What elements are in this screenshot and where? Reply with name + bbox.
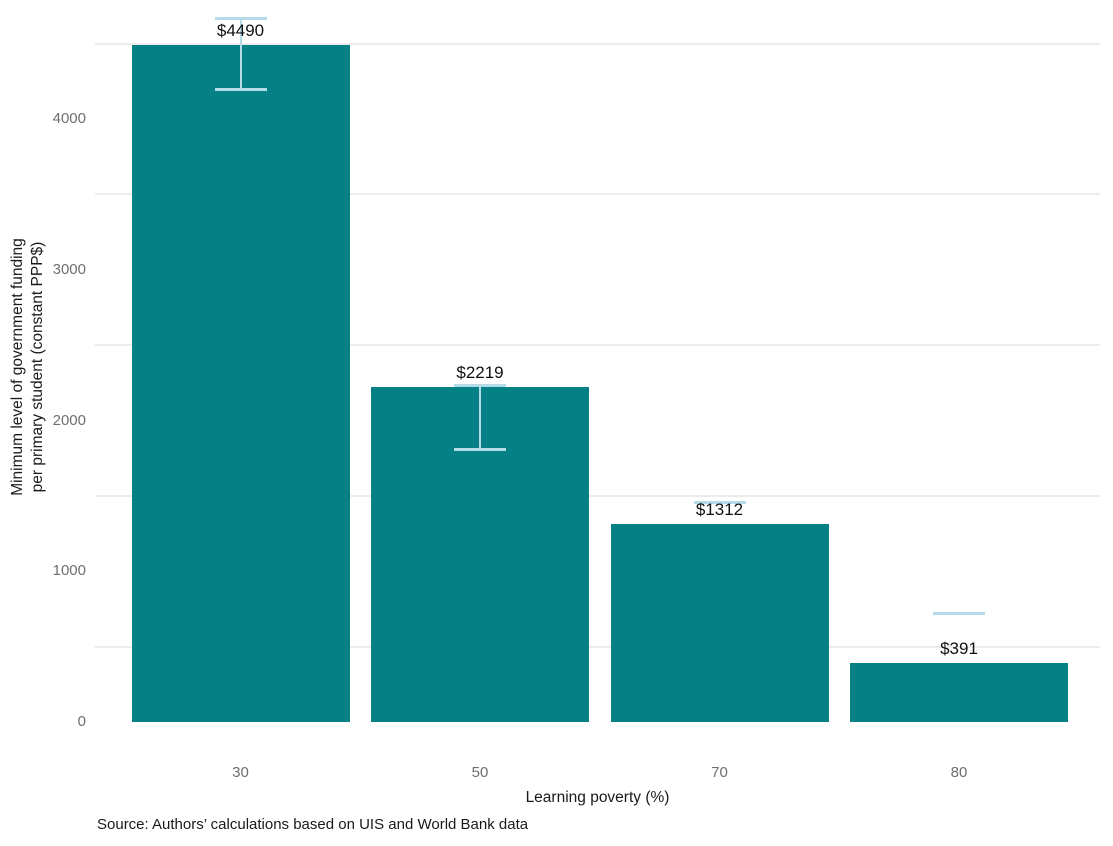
x-tick-label: 50 [471,764,489,781]
x-tick-label: 80 [950,764,968,781]
bar-value-label: $1312 [695,500,744,520]
error-bar-lower-cap [454,448,506,452]
bar-value-label: $2219 [456,363,504,383]
gridline [95,645,1100,648]
y-tick-label: 0 [77,713,86,730]
gridline [95,494,1100,497]
y-tick-label: 4000 [52,110,86,127]
x-axis-title: Learning poverty (%) [525,789,670,806]
x-tick-label: 30 [232,764,249,781]
error-bar-lower-cap [214,87,267,91]
bar [131,45,350,722]
gridline [95,193,1100,196]
bar [850,663,1068,722]
bar-value-label: $391 [940,639,978,659]
y-axis-title-line1: Minimum level of government funding [9,238,26,496]
y-tick-label: 2000 [52,411,86,429]
gridline [95,42,1100,45]
gridline [95,344,1100,347]
error-bar-upper-cap [693,500,746,504]
source-note: Source: Authors’ calculations based on U… [97,816,529,833]
error-bar-upper-cap [933,612,985,616]
y-tick-label: 1000 [52,562,86,580]
error-bar-line [479,385,481,450]
y-axis-title-line2: per primary student (constant PPP$) [29,241,46,493]
bar-value-label: $4490 [216,21,265,41]
error-bar-line [239,17,242,89]
y-tick-label: 3000 [52,260,86,278]
bar [610,524,829,722]
y-axis-title: Minimum level of government funding per … [8,238,48,496]
x-tick-label: 70 [711,764,728,781]
